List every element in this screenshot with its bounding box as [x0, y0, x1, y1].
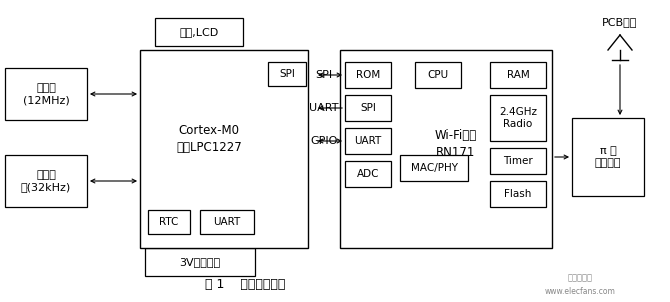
Text: CPU: CPU [427, 70, 448, 80]
Bar [268, 62, 306, 86]
Bar [345, 62, 391, 88]
Text: SPI: SPI [316, 70, 332, 80]
Text: UART: UART [213, 217, 241, 227]
Text: www.elecfans.com: www.elecfans.com [545, 287, 616, 295]
Text: PCB天线: PCB天线 [602, 17, 638, 27]
Text: UART: UART [354, 136, 382, 146]
Text: 3V供电单元: 3V供电单元 [180, 257, 220, 267]
Bar [345, 128, 391, 154]
Text: GPIO: GPIO [310, 136, 338, 146]
Bar [345, 161, 391, 187]
Bar [140, 50, 308, 248]
Bar [200, 210, 254, 234]
Text: 按键,LCD: 按键,LCD [180, 27, 218, 37]
Bar [572, 118, 644, 196]
Text: Timer: Timer [503, 156, 533, 166]
Bar [490, 148, 546, 174]
Text: Flash: Flash [505, 189, 532, 199]
Bar [145, 248, 255, 276]
Bar [490, 95, 546, 141]
Bar [340, 50, 552, 248]
Bar [490, 181, 546, 207]
Text: 2.4GHz
Radio: 2.4GHz Radio [499, 107, 537, 129]
Text: MAC/PHY: MAC/PHY [411, 163, 458, 173]
Text: ROM: ROM [356, 70, 380, 80]
Bar [155, 18, 243, 46]
Text: RAM: RAM [507, 70, 529, 80]
Bar [345, 95, 391, 121]
Text: 电子发烧友: 电子发烧友 [567, 274, 592, 282]
Bar [490, 62, 546, 88]
Text: Wi-Fi模组
RN171: Wi-Fi模组 RN171 [435, 129, 477, 159]
Text: SPI: SPI [279, 69, 295, 79]
Text: 图 1    硬件设计框图: 图 1 硬件设计框图 [205, 278, 285, 291]
Text: RTC: RTC [159, 217, 179, 227]
Bar [5, 155, 87, 207]
Text: 睡眠时
钟(32kHz): 睡眠时 钟(32kHz) [21, 170, 71, 192]
Bar [148, 210, 190, 234]
Text: UART: UART [310, 103, 339, 113]
Text: Cortex-M0
内核LPC1227: Cortex-M0 内核LPC1227 [176, 124, 242, 154]
Bar [415, 62, 461, 88]
Text: ADC: ADC [356, 169, 379, 179]
Text: SPI: SPI [360, 103, 376, 113]
Text: π 型
滤波电路: π 型 滤波电路 [595, 146, 621, 168]
Bar [5, 68, 87, 120]
Text: 主时钟
(12MHz): 主时钟 (12MHz) [23, 83, 70, 105]
Bar [400, 155, 468, 181]
